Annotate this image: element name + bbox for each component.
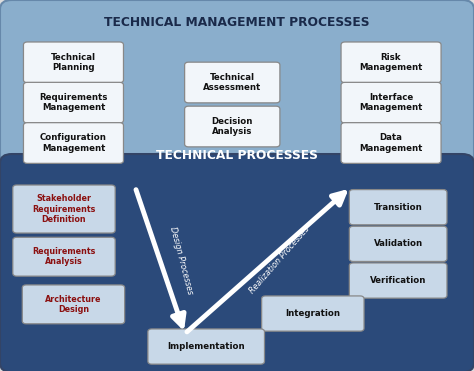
FancyBboxPatch shape: [349, 263, 447, 298]
Text: Risk
Management: Risk Management: [359, 53, 423, 72]
FancyBboxPatch shape: [341, 82, 441, 123]
Text: Realization Processes: Realization Processes: [248, 225, 311, 296]
Text: Decision
Analysis: Decision Analysis: [211, 117, 253, 136]
FancyBboxPatch shape: [349, 190, 447, 225]
FancyBboxPatch shape: [184, 106, 280, 147]
FancyBboxPatch shape: [13, 185, 115, 233]
Text: Integration: Integration: [285, 309, 340, 318]
FancyBboxPatch shape: [24, 42, 123, 83]
FancyBboxPatch shape: [341, 42, 441, 83]
FancyBboxPatch shape: [0, 154, 474, 371]
Text: TECHNICAL PROCESSES: TECHNICAL PROCESSES: [156, 150, 318, 162]
FancyBboxPatch shape: [148, 329, 264, 364]
FancyBboxPatch shape: [184, 62, 280, 103]
Text: Technical
Planning: Technical Planning: [51, 53, 96, 72]
FancyBboxPatch shape: [13, 237, 115, 276]
Text: Interface
Management: Interface Management: [359, 93, 423, 112]
Text: Architecture
Design: Architecture Design: [45, 295, 102, 314]
FancyBboxPatch shape: [24, 82, 123, 123]
Text: Data
Management: Data Management: [359, 133, 423, 153]
Text: Transition: Transition: [374, 203, 422, 212]
FancyBboxPatch shape: [0, 0, 474, 185]
FancyBboxPatch shape: [262, 296, 364, 331]
Text: TECHNICAL MANAGEMENT PROCESSES: TECHNICAL MANAGEMENT PROCESSES: [104, 16, 370, 29]
Text: Requirements
Management: Requirements Management: [39, 93, 108, 112]
FancyBboxPatch shape: [22, 285, 125, 324]
Text: Requirements
Analysis: Requirements Analysis: [32, 247, 96, 266]
FancyBboxPatch shape: [349, 226, 447, 262]
Text: Design Processes: Design Processes: [168, 226, 194, 295]
Text: Stakeholder
Requirements
Definition: Stakeholder Requirements Definition: [32, 194, 96, 224]
FancyBboxPatch shape: [341, 123, 441, 163]
Text: Configuration
Management: Configuration Management: [40, 133, 107, 153]
Text: Technical
Assessment: Technical Assessment: [203, 73, 261, 92]
FancyBboxPatch shape: [24, 123, 123, 163]
Text: Implementation: Implementation: [167, 342, 245, 351]
Text: Verification: Verification: [370, 276, 426, 285]
Text: Validation: Validation: [374, 239, 423, 248]
